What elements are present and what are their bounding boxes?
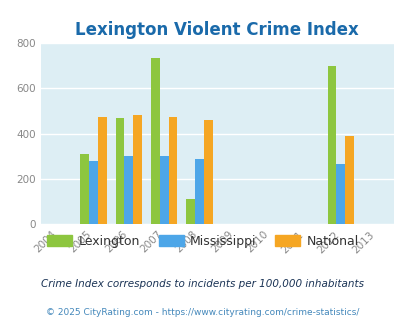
Bar bbox=[133, 115, 142, 224]
Bar bbox=[115, 118, 124, 224]
Bar bbox=[151, 58, 160, 224]
Bar bbox=[195, 159, 203, 224]
Bar bbox=[160, 156, 168, 224]
Title: Lexington Violent Crime Index: Lexington Violent Crime Index bbox=[75, 20, 358, 39]
Bar bbox=[336, 164, 344, 224]
Bar bbox=[186, 199, 195, 224]
Bar bbox=[124, 156, 133, 224]
Bar bbox=[80, 154, 89, 224]
Legend: Lexington, Mississippi, National: Lexington, Mississippi, National bbox=[42, 230, 363, 253]
Bar bbox=[203, 120, 212, 224]
Bar bbox=[168, 116, 177, 224]
Text: Crime Index corresponds to incidents per 100,000 inhabitants: Crime Index corresponds to incidents per… bbox=[41, 279, 364, 289]
Bar bbox=[344, 136, 353, 224]
Bar bbox=[89, 161, 98, 224]
Text: © 2025 CityRating.com - https://www.cityrating.com/crime-statistics/: © 2025 CityRating.com - https://www.city… bbox=[46, 308, 359, 317]
Bar bbox=[327, 66, 336, 224]
Bar bbox=[98, 116, 107, 224]
